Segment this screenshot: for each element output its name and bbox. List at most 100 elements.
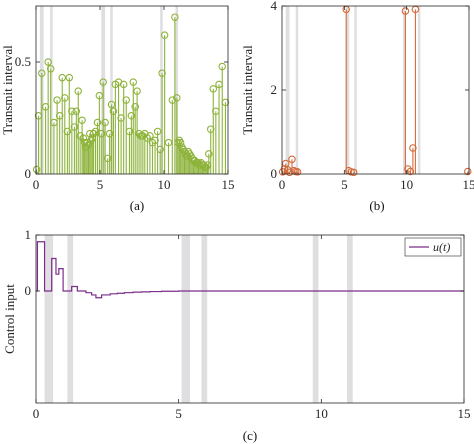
plot-frame bbox=[35, 5, 229, 175]
y-tick-label: 0 bbox=[25, 283, 32, 298]
shaded-interval bbox=[175, 6, 179, 174]
panel-b: 0 5 10 15 0 2 4 Transmit interval (b) bbox=[240, 0, 474, 213]
stem-marker bbox=[164, 138, 173, 147]
stem-marker bbox=[129, 78, 138, 86]
stem-marker bbox=[68, 107, 76, 116]
stem-marker bbox=[80, 138, 89, 147]
x-tick-label: 15 bbox=[458, 406, 471, 421]
legend-label: u(t) bbox=[433, 240, 450, 254]
stem-marker bbox=[79, 134, 88, 142]
stem-marker bbox=[46, 64, 55, 73]
panel-c: 0 5 10 15 0 1 Control input u(t) (c) bbox=[2, 227, 471, 443]
plot-frame bbox=[281, 5, 470, 175]
x-tick-label: 15 bbox=[222, 177, 235, 192]
stem-marker bbox=[117, 114, 125, 122]
shaded-interval bbox=[345, 6, 350, 174]
stem-marker bbox=[349, 168, 358, 177]
x-tick-label: 10 bbox=[315, 406, 328, 421]
stem-marker bbox=[89, 129, 98, 138]
stem-marker bbox=[160, 31, 169, 39]
stem-marker bbox=[176, 138, 185, 147]
shaded-interval bbox=[285, 6, 290, 174]
y-tick-label: 0 bbox=[271, 166, 278, 181]
stem-marker bbox=[464, 167, 472, 176]
stem-marker bbox=[125, 127, 134, 136]
stem-marker bbox=[206, 125, 215, 133]
shaded-interval bbox=[417, 6, 421, 174]
stem-marker bbox=[209, 85, 218, 93]
shaded-interval bbox=[181, 235, 191, 403]
stem-marker bbox=[153, 127, 162, 136]
stem-marker bbox=[38, 69, 46, 77]
stem-marker bbox=[171, 13, 179, 21]
stem-marker bbox=[119, 80, 128, 89]
legend: u(t) bbox=[404, 237, 462, 257]
y-tick-label: 1 bbox=[25, 227, 32, 242]
stem-marker bbox=[409, 144, 417, 152]
x-tick-label: 5 bbox=[175, 406, 182, 421]
stem-marker bbox=[288, 155, 296, 164]
x-tick-label: 15 bbox=[463, 177, 474, 192]
stem-marker bbox=[139, 132, 147, 140]
x-tick-label: 0 bbox=[33, 177, 40, 192]
stem-marker bbox=[72, 107, 81, 116]
stem-marker bbox=[107, 100, 116, 109]
y-tick-label: 2 bbox=[271, 82, 278, 97]
stem-marker bbox=[127, 112, 136, 120]
plot-frame bbox=[35, 234, 465, 404]
shaded-interval bbox=[50, 6, 53, 174]
stem-marker bbox=[280, 165, 289, 173]
stem-marker bbox=[95, 91, 104, 100]
stem-series bbox=[278, 5, 472, 177]
stem-marker bbox=[93, 118, 102, 127]
stem-marker bbox=[205, 150, 213, 158]
stem-marker bbox=[55, 112, 64, 120]
stem-marker bbox=[401, 7, 410, 15]
x-tick-label: 5 bbox=[97, 177, 104, 192]
stem-marker bbox=[99, 78, 107, 86]
stem-marker bbox=[135, 129, 143, 138]
shaded-interval bbox=[354, 6, 357, 174]
caption: (a) bbox=[130, 198, 144, 213]
stem-marker bbox=[63, 127, 72, 136]
shaded-interval bbox=[312, 235, 319, 403]
shaded-intervals bbox=[285, 6, 421, 174]
stem-marker bbox=[151, 136, 159, 145]
caption: (b) bbox=[369, 198, 384, 213]
tick-marks: 0 5 10 15 0 2 4 bbox=[271, 0, 474, 192]
stem-marker bbox=[101, 118, 109, 127]
x-tick-label: 5 bbox=[341, 177, 348, 192]
y-axis-label: Transmit interval bbox=[0, 45, 15, 135]
stem-marker bbox=[78, 116, 86, 124]
y-axis-label: Transmit interval bbox=[240, 45, 255, 135]
x-tick-label: 10 bbox=[400, 177, 413, 192]
shaded-interval bbox=[44, 235, 54, 403]
panel-a: 0 5 10 15 0 0.5 Transmit interval (a) bbox=[0, 5, 235, 213]
y-axis-label: Control input bbox=[2, 284, 17, 354]
shaded-interval bbox=[160, 6, 163, 174]
stem-marker bbox=[131, 103, 139, 111]
shaded-intervals bbox=[44, 235, 353, 403]
stem-marker bbox=[97, 129, 106, 138]
tick-marks: 0 5 10 15 0 0.5 bbox=[15, 6, 235, 192]
stem-marker bbox=[53, 96, 61, 104]
stem-marker bbox=[293, 168, 302, 176]
stem-marker bbox=[173, 94, 181, 102]
stem-marker bbox=[103, 154, 112, 163]
x-tick-label: 0 bbox=[279, 177, 286, 192]
stem-marker bbox=[70, 123, 79, 131]
legend-box bbox=[404, 237, 462, 257]
x-tick-label: 10 bbox=[158, 177, 171, 192]
y-tick-label: 4 bbox=[271, 0, 278, 13]
caption: (c) bbox=[243, 428, 257, 443]
stem-marker bbox=[133, 87, 141, 95]
y-tick-label: 0.5 bbox=[15, 54, 31, 69]
stem-marker bbox=[44, 58, 52, 66]
stem-marker bbox=[58, 73, 66, 82]
u-t-step-line bbox=[36, 241, 464, 299]
stem-marker bbox=[406, 167, 415, 176]
stem-marker bbox=[221, 98, 230, 107]
shaded-interval bbox=[295, 6, 299, 174]
shaded-interval bbox=[347, 235, 353, 403]
